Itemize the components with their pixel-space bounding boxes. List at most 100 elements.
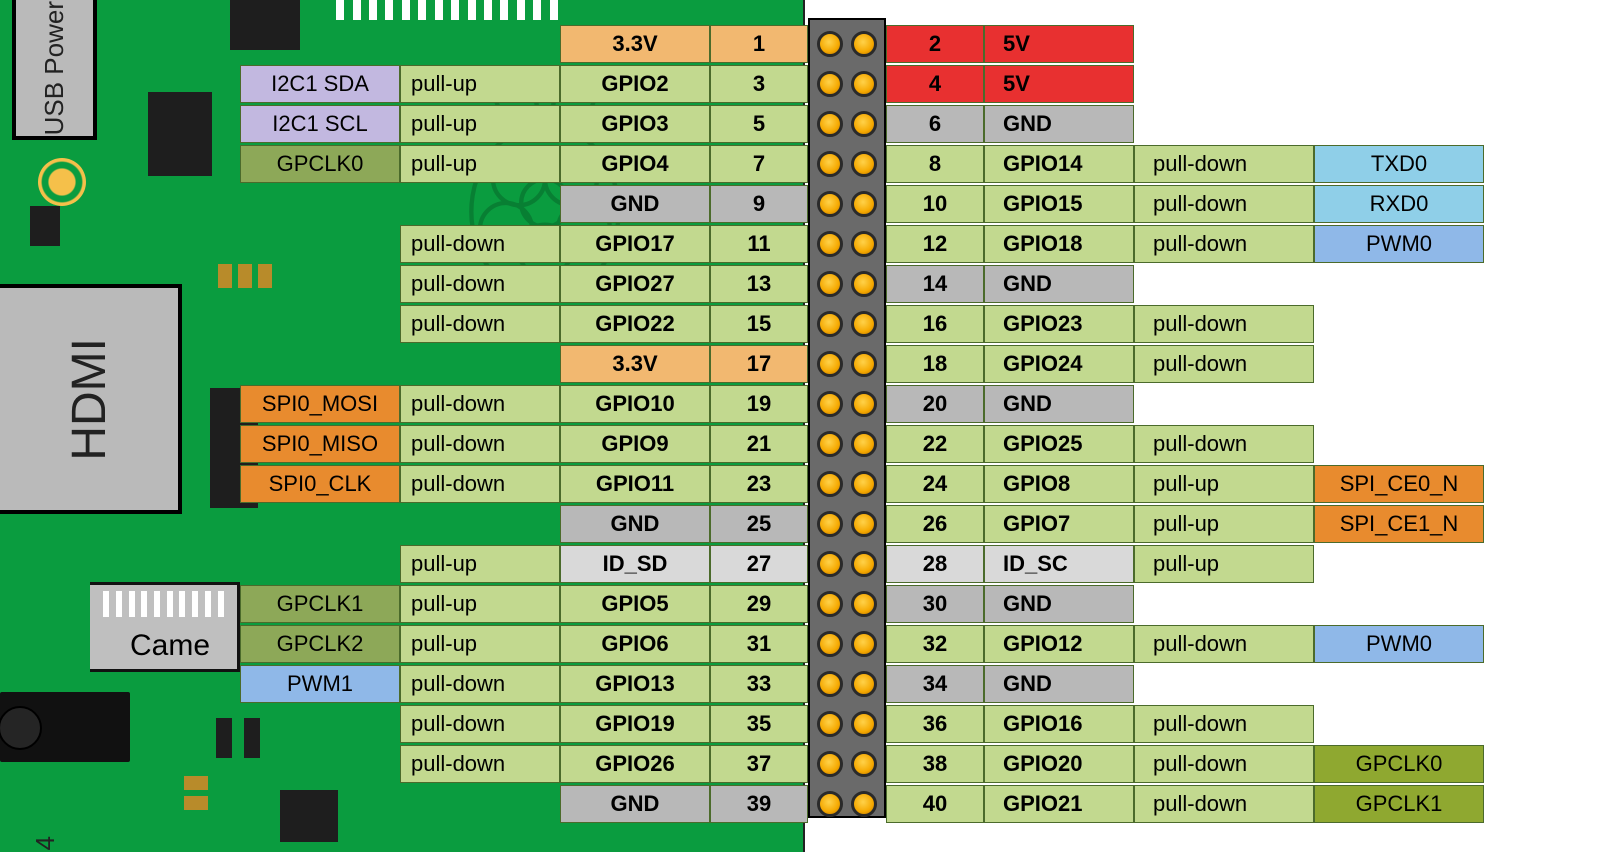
pin-number: 22 <box>886 425 984 463</box>
pin-pair <box>808 349 886 379</box>
pin-number: 33 <box>710 665 808 703</box>
pin-name: 3.3V <box>560 25 710 63</box>
pin-icon <box>851 631 877 657</box>
pin-pull: pull-down <box>400 225 560 263</box>
pin-icon <box>851 711 877 737</box>
pin-alt-function: GPCLK2 <box>240 625 400 663</box>
pin-number: 28 <box>886 545 984 583</box>
left-pin-row: pull-downGPIO2713 <box>400 265 808 303</box>
pin-icon <box>851 71 877 97</box>
pin-name: GPIO3 <box>560 105 710 143</box>
pin-pair <box>808 269 886 299</box>
pin-number: 38 <box>886 745 984 783</box>
pin-icon <box>851 511 877 537</box>
smd-icon <box>184 776 208 790</box>
pin-icon <box>851 111 877 137</box>
left-pin-row: GND39 <box>560 785 808 823</box>
pin-alt-function: RXD0 <box>1314 185 1484 223</box>
pin-name: GPIO21 <box>984 785 1134 823</box>
pin-number: 36 <box>886 705 984 743</box>
pin-pair <box>808 709 886 739</box>
pin-alt-function: SPI0_CLK <box>240 465 400 503</box>
left-pin-row: pull-upID_SD27 <box>400 545 808 583</box>
pin-number: 8 <box>886 145 984 183</box>
left-pin-row: 3.3V17 <box>560 345 808 383</box>
pin-name: GND <box>560 505 710 543</box>
pin-name: GPIO17 <box>560 225 710 263</box>
pin-alt-function: PWM1 <box>240 665 400 703</box>
pin-number: 26 <box>886 505 984 543</box>
pin-icon <box>817 231 843 257</box>
pin-number: 4 <box>886 65 984 103</box>
pin-number: 40 <box>886 785 984 823</box>
pin-alt-function: SPI0_MOSI <box>240 385 400 423</box>
left-pin-row: GPCLK2pull-upGPIO631 <box>240 625 808 663</box>
pin-name: 5V <box>984 65 1134 103</box>
pin-icon <box>817 271 843 297</box>
right-pin-row: 34GND <box>886 665 1134 703</box>
right-pin-row: 40GPIO21pull-downGPCLK1 <box>886 785 1484 823</box>
pin-name: GPIO8 <box>984 465 1134 503</box>
right-pin-row: 30GND <box>886 585 1134 623</box>
pin-pull: pull-up <box>1134 465 1314 503</box>
pin-icon <box>851 311 877 337</box>
pin-name: GPIO20 <box>984 745 1134 783</box>
pin-name: GPIO26 <box>560 745 710 783</box>
pin-name: GPIO27 <box>560 265 710 303</box>
pin-icon <box>851 391 877 417</box>
pin-number: 14 <box>886 265 984 303</box>
pin-icon <box>851 551 877 577</box>
left-pin-row: GND25 <box>560 505 808 543</box>
pin-alt-function: PWM0 <box>1314 625 1484 663</box>
right-pin-row: 28ID_SCpull-up <box>886 545 1314 583</box>
chip-icon <box>280 790 338 842</box>
pin-pull: pull-up <box>400 65 560 103</box>
left-pin-row: pull-downGPIO1935 <box>400 705 808 743</box>
pin-name: GPIO9 <box>560 425 710 463</box>
pin-name: GND <box>560 785 710 823</box>
pin-name: GND <box>984 385 1134 423</box>
smd-icon <box>238 264 252 288</box>
pin-icon <box>817 111 843 137</box>
left-pin-row: pull-downGPIO2215 <box>400 305 808 343</box>
header-top-icon <box>332 0 562 22</box>
chip-icon <box>230 0 300 50</box>
pin-icon <box>851 591 877 617</box>
usb-power-label: USB Power <box>39 1 70 135</box>
pin-name: GPIO11 <box>560 465 710 503</box>
pin-pull: pull-down <box>400 465 560 503</box>
smd-icon <box>258 264 272 288</box>
camera-connector: Came <box>90 582 240 672</box>
right-pin-row: 32GPIO12pull-downPWM0 <box>886 625 1484 663</box>
hdmi-label: HDMI <box>62 338 117 461</box>
pin-name: GPIO15 <box>984 185 1134 223</box>
pin-pull: pull-down <box>1134 745 1314 783</box>
pin-number: 16 <box>886 305 984 343</box>
pin-icon <box>817 391 843 417</box>
pin-icon <box>851 431 877 457</box>
left-pin-row: GND9 <box>560 185 808 223</box>
pin-pull: pull-down <box>400 665 560 703</box>
right-pin-row: 18GPIO24pull-down <box>886 345 1314 383</box>
pin-pull: pull-down <box>1134 305 1314 343</box>
pin-number: 32 <box>886 625 984 663</box>
chip-icon <box>244 718 260 758</box>
left-pin-row: GPCLK0pull-upGPIO47 <box>240 145 808 183</box>
pin-pair <box>808 429 886 459</box>
pin-alt-function: GPCLK1 <box>1314 785 1484 823</box>
usb-power-port: USB Power <box>12 0 97 140</box>
pin-icon <box>851 31 877 57</box>
pin-pull: pull-down <box>1134 145 1314 183</box>
right-pin-row: 6GND <box>886 105 1134 143</box>
pin-number: 9 <box>710 185 808 223</box>
pin-pair <box>808 109 886 139</box>
right-pin-row: 26GPIO7pull-upSPI_CE1_N <box>886 505 1484 543</box>
pin-pair <box>808 189 886 219</box>
pin-pull: pull-down <box>400 705 560 743</box>
pin-number: 35 <box>710 705 808 743</box>
pin-number: 23 <box>710 465 808 503</box>
pin-pull: pull-up <box>1134 505 1314 543</box>
pin-icon <box>817 471 843 497</box>
pin-number: 39 <box>710 785 808 823</box>
right-pin-row: 24GPIO8pull-upSPI_CE0_N <box>886 465 1484 503</box>
